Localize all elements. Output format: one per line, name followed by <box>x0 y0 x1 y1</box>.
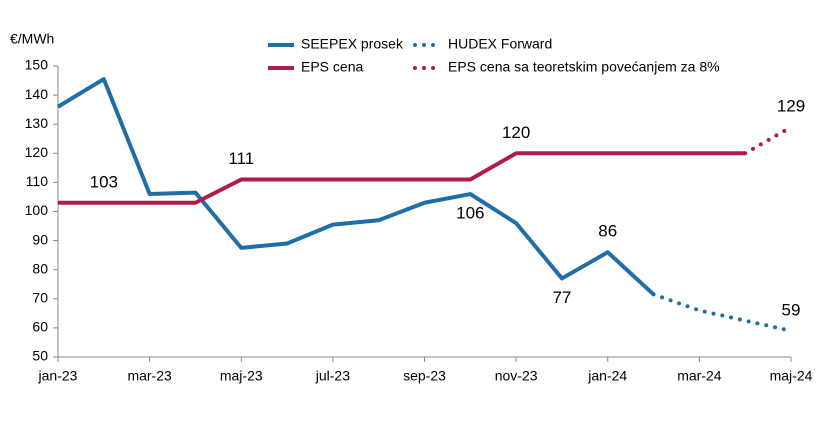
y-tick-label: 50 <box>32 348 48 364</box>
y-tick-label: 100 <box>25 202 49 218</box>
y-tick-label: 110 <box>26 173 49 189</box>
data-label: 77 <box>552 288 571 307</box>
data-label: 111 <box>228 149 254 168</box>
x-tick-label: nov-23 <box>495 368 538 384</box>
y-tick-label: 90 <box>32 231 48 247</box>
y-tick-label: 80 <box>32 260 48 276</box>
y-tick-label: 60 <box>32 319 48 335</box>
data-label: 106 <box>456 204 484 223</box>
legend-label: HUDEX Forward <box>448 36 552 52</box>
x-tick-label: sep-23 <box>403 368 446 384</box>
legend-label: EPS cena <box>301 59 363 75</box>
data-label: 86 <box>598 222 617 241</box>
series-line <box>651 292 793 333</box>
x-tick-label: mar-24 <box>677 368 722 384</box>
y-tick-label: 130 <box>25 115 49 131</box>
y-tick-label: 70 <box>32 290 48 306</box>
legend-label: SEEPEX prosek <box>301 36 404 52</box>
x-tick-label: jan-24 <box>587 368 627 384</box>
x-tick-label: mar-23 <box>127 368 172 384</box>
x-tick-label: maj-24 <box>770 368 813 384</box>
x-tick-label: maj-23 <box>220 368 263 384</box>
x-tick-label: jan-23 <box>38 368 78 384</box>
y-tick-label: 120 <box>25 144 49 160</box>
series-line <box>58 151 746 205</box>
data-label: 59 <box>782 300 801 319</box>
y-tick-label: 150 <box>25 57 49 73</box>
y-axis-label: €/MWh <box>10 31 54 47</box>
y-tick-label: 140 <box>25 86 49 102</box>
series-line <box>743 125 793 156</box>
series-line <box>56 77 655 296</box>
x-tick-label: jul-23 <box>315 368 350 384</box>
legend-label: EPS cena sa teoretskim povećanjem za 8% <box>448 59 720 75</box>
data-label: 120 <box>502 123 530 142</box>
data-label: 103 <box>90 172 118 191</box>
data-label: 129 <box>777 97 805 116</box>
